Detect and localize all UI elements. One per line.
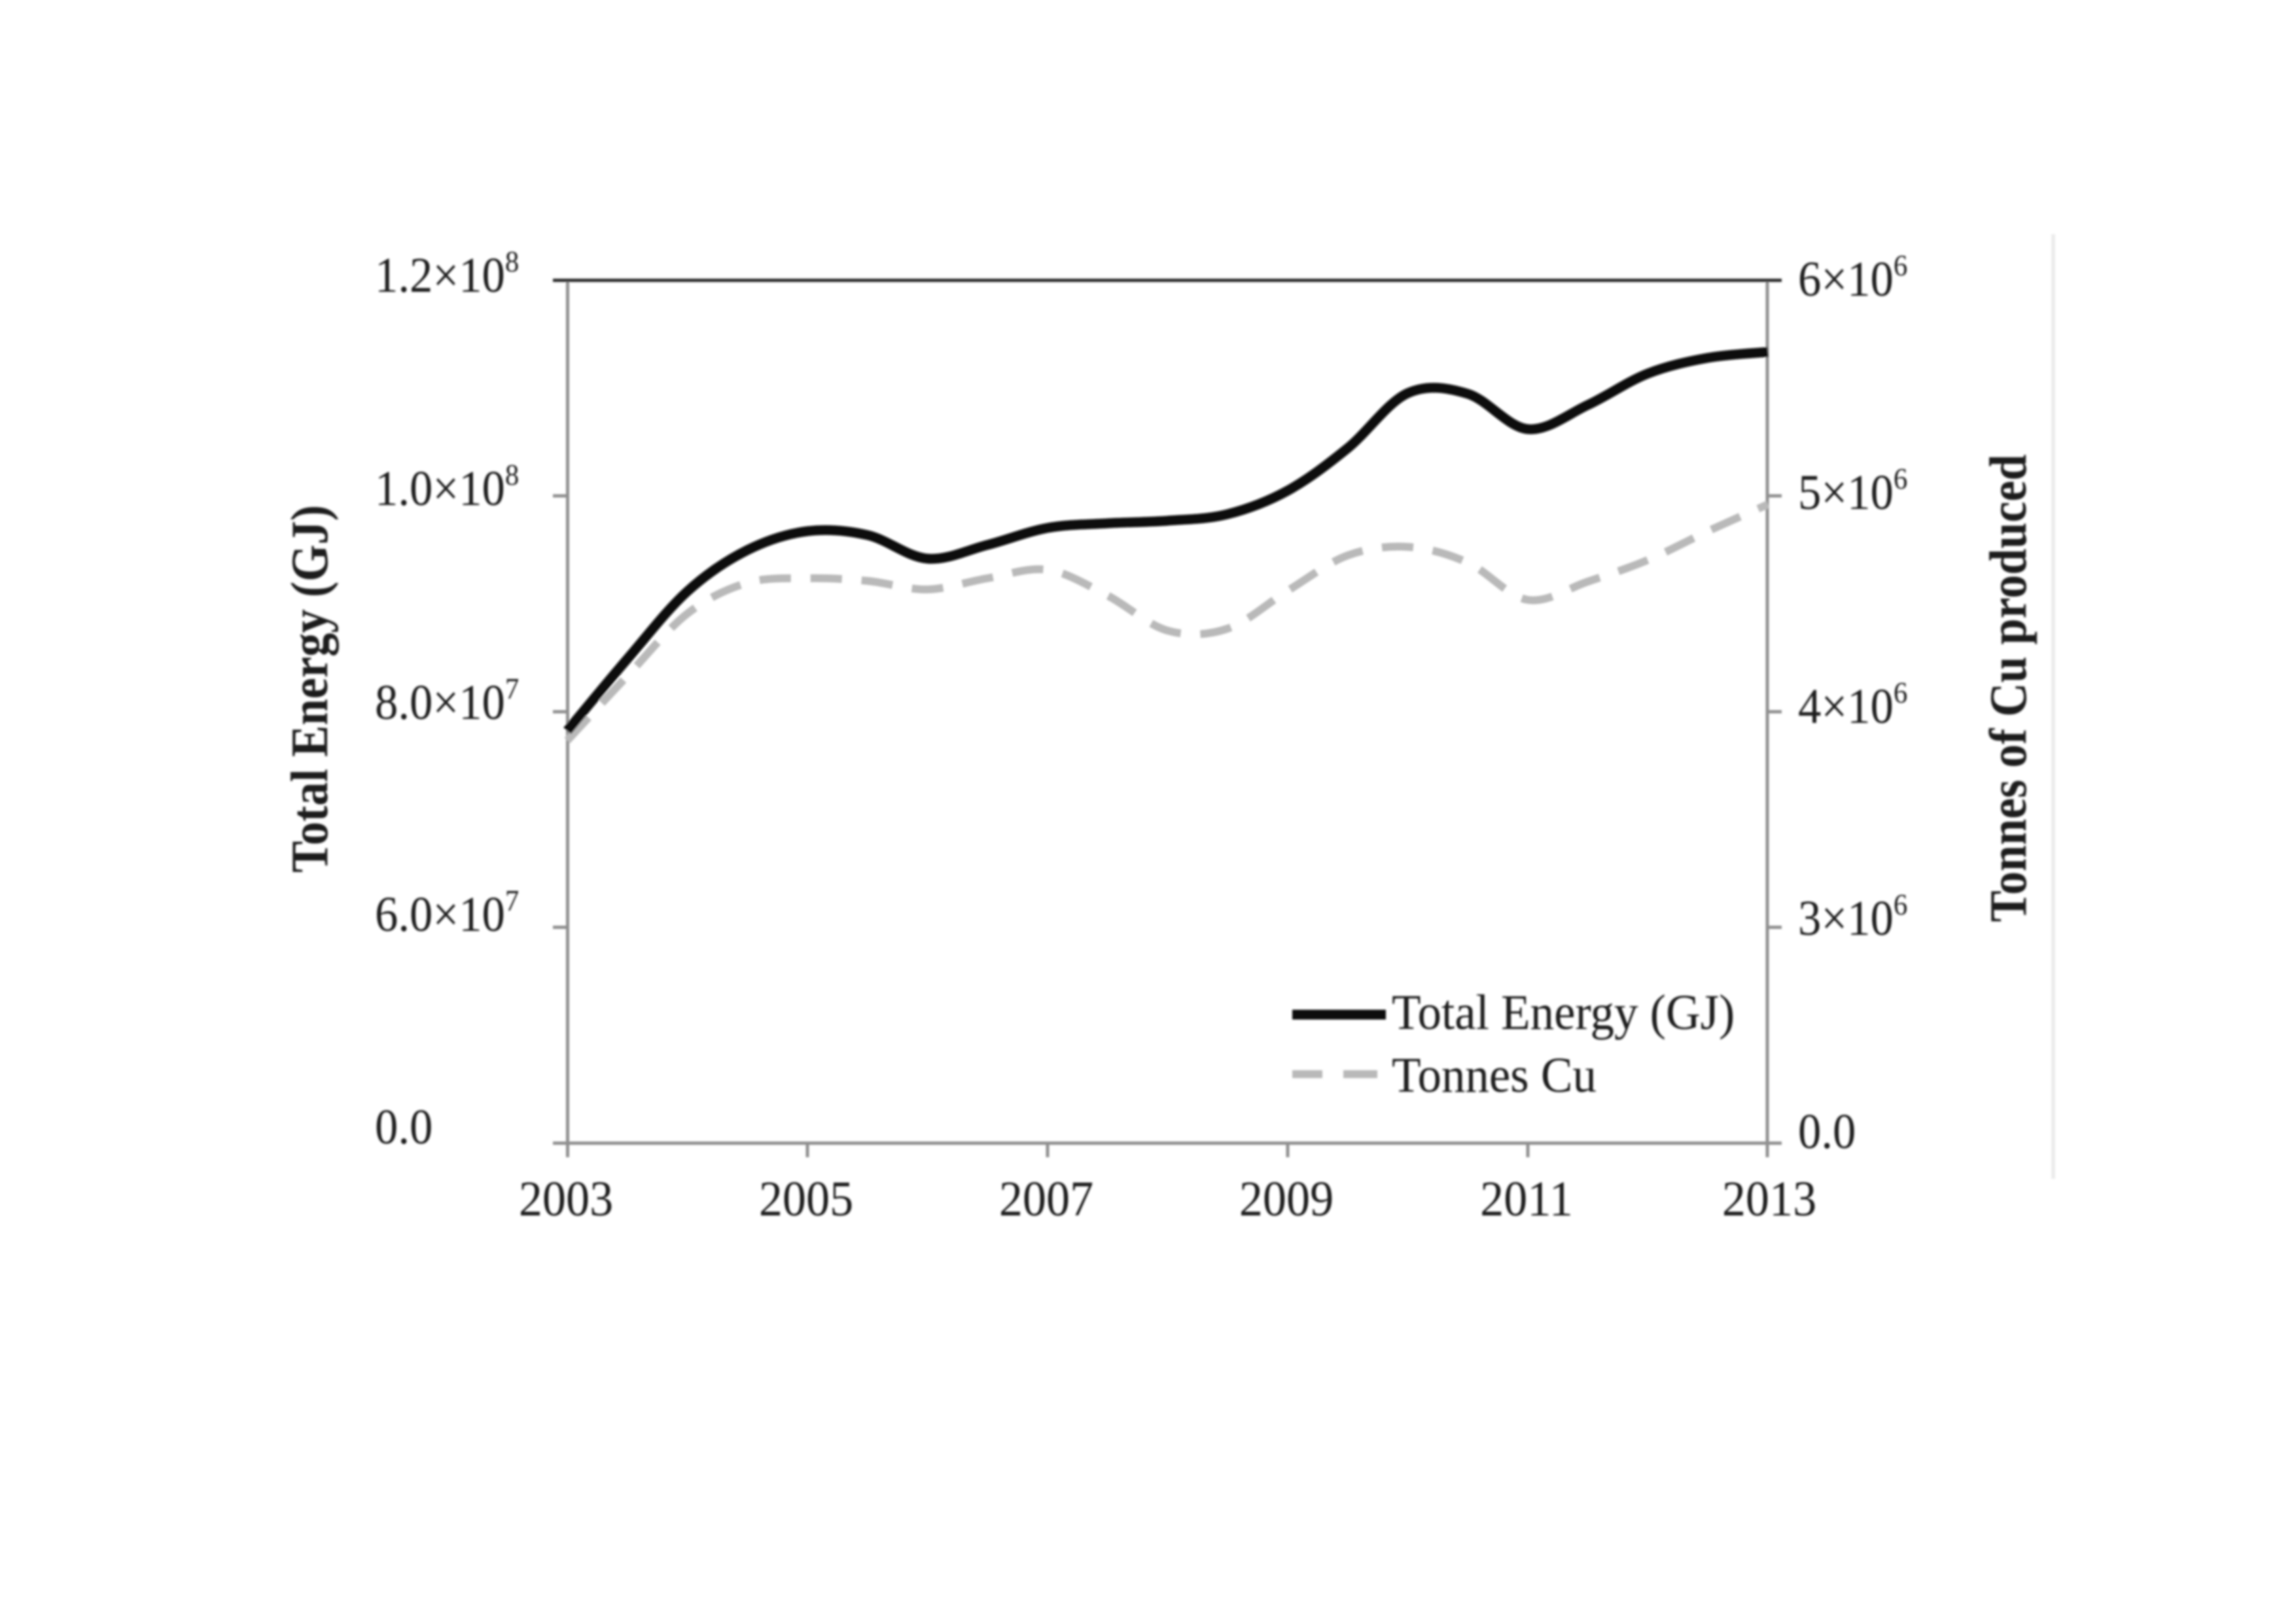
svg-text:2011: 2011 (1480, 1172, 1573, 1227)
svg-text:0.0: 0.0 (375, 1100, 433, 1155)
svg-text:2007: 2007 (999, 1172, 1093, 1227)
svg-text:6.0×107: 6.0×107 (375, 884, 519, 942)
svg-text:1.2×108: 1.2×108 (375, 245, 519, 303)
svg-text:2005: 2005 (759, 1172, 853, 1227)
svg-text:2009: 2009 (1239, 1172, 1333, 1227)
svg-text:Tonnes Cu: Tonnes Cu (1392, 1049, 1597, 1104)
svg-text:Total Energy (GJ): Total Energy (GJ) (281, 505, 339, 873)
svg-text:Tonnes of Cu produced: Tonnes of Cu produced (1980, 455, 2038, 922)
svg-text:Total Energy (GJ): Total Energy (GJ) (1392, 986, 1735, 1041)
svg-text:5×106: 5×106 (1798, 462, 1907, 520)
svg-text:4×106: 4×106 (1798, 676, 1907, 734)
svg-text:0.0: 0.0 (1798, 1104, 1856, 1159)
svg-text:6×106: 6×106 (1798, 249, 1907, 307)
svg-text:8.0×107: 8.0×107 (375, 672, 519, 730)
svg-text:3×106: 3×106 (1798, 888, 1907, 946)
svg-text:2013: 2013 (1722, 1172, 1816, 1227)
svg-text:1.0×108: 1.0×108 (375, 458, 519, 516)
svg-text:2003: 2003 (519, 1172, 613, 1227)
